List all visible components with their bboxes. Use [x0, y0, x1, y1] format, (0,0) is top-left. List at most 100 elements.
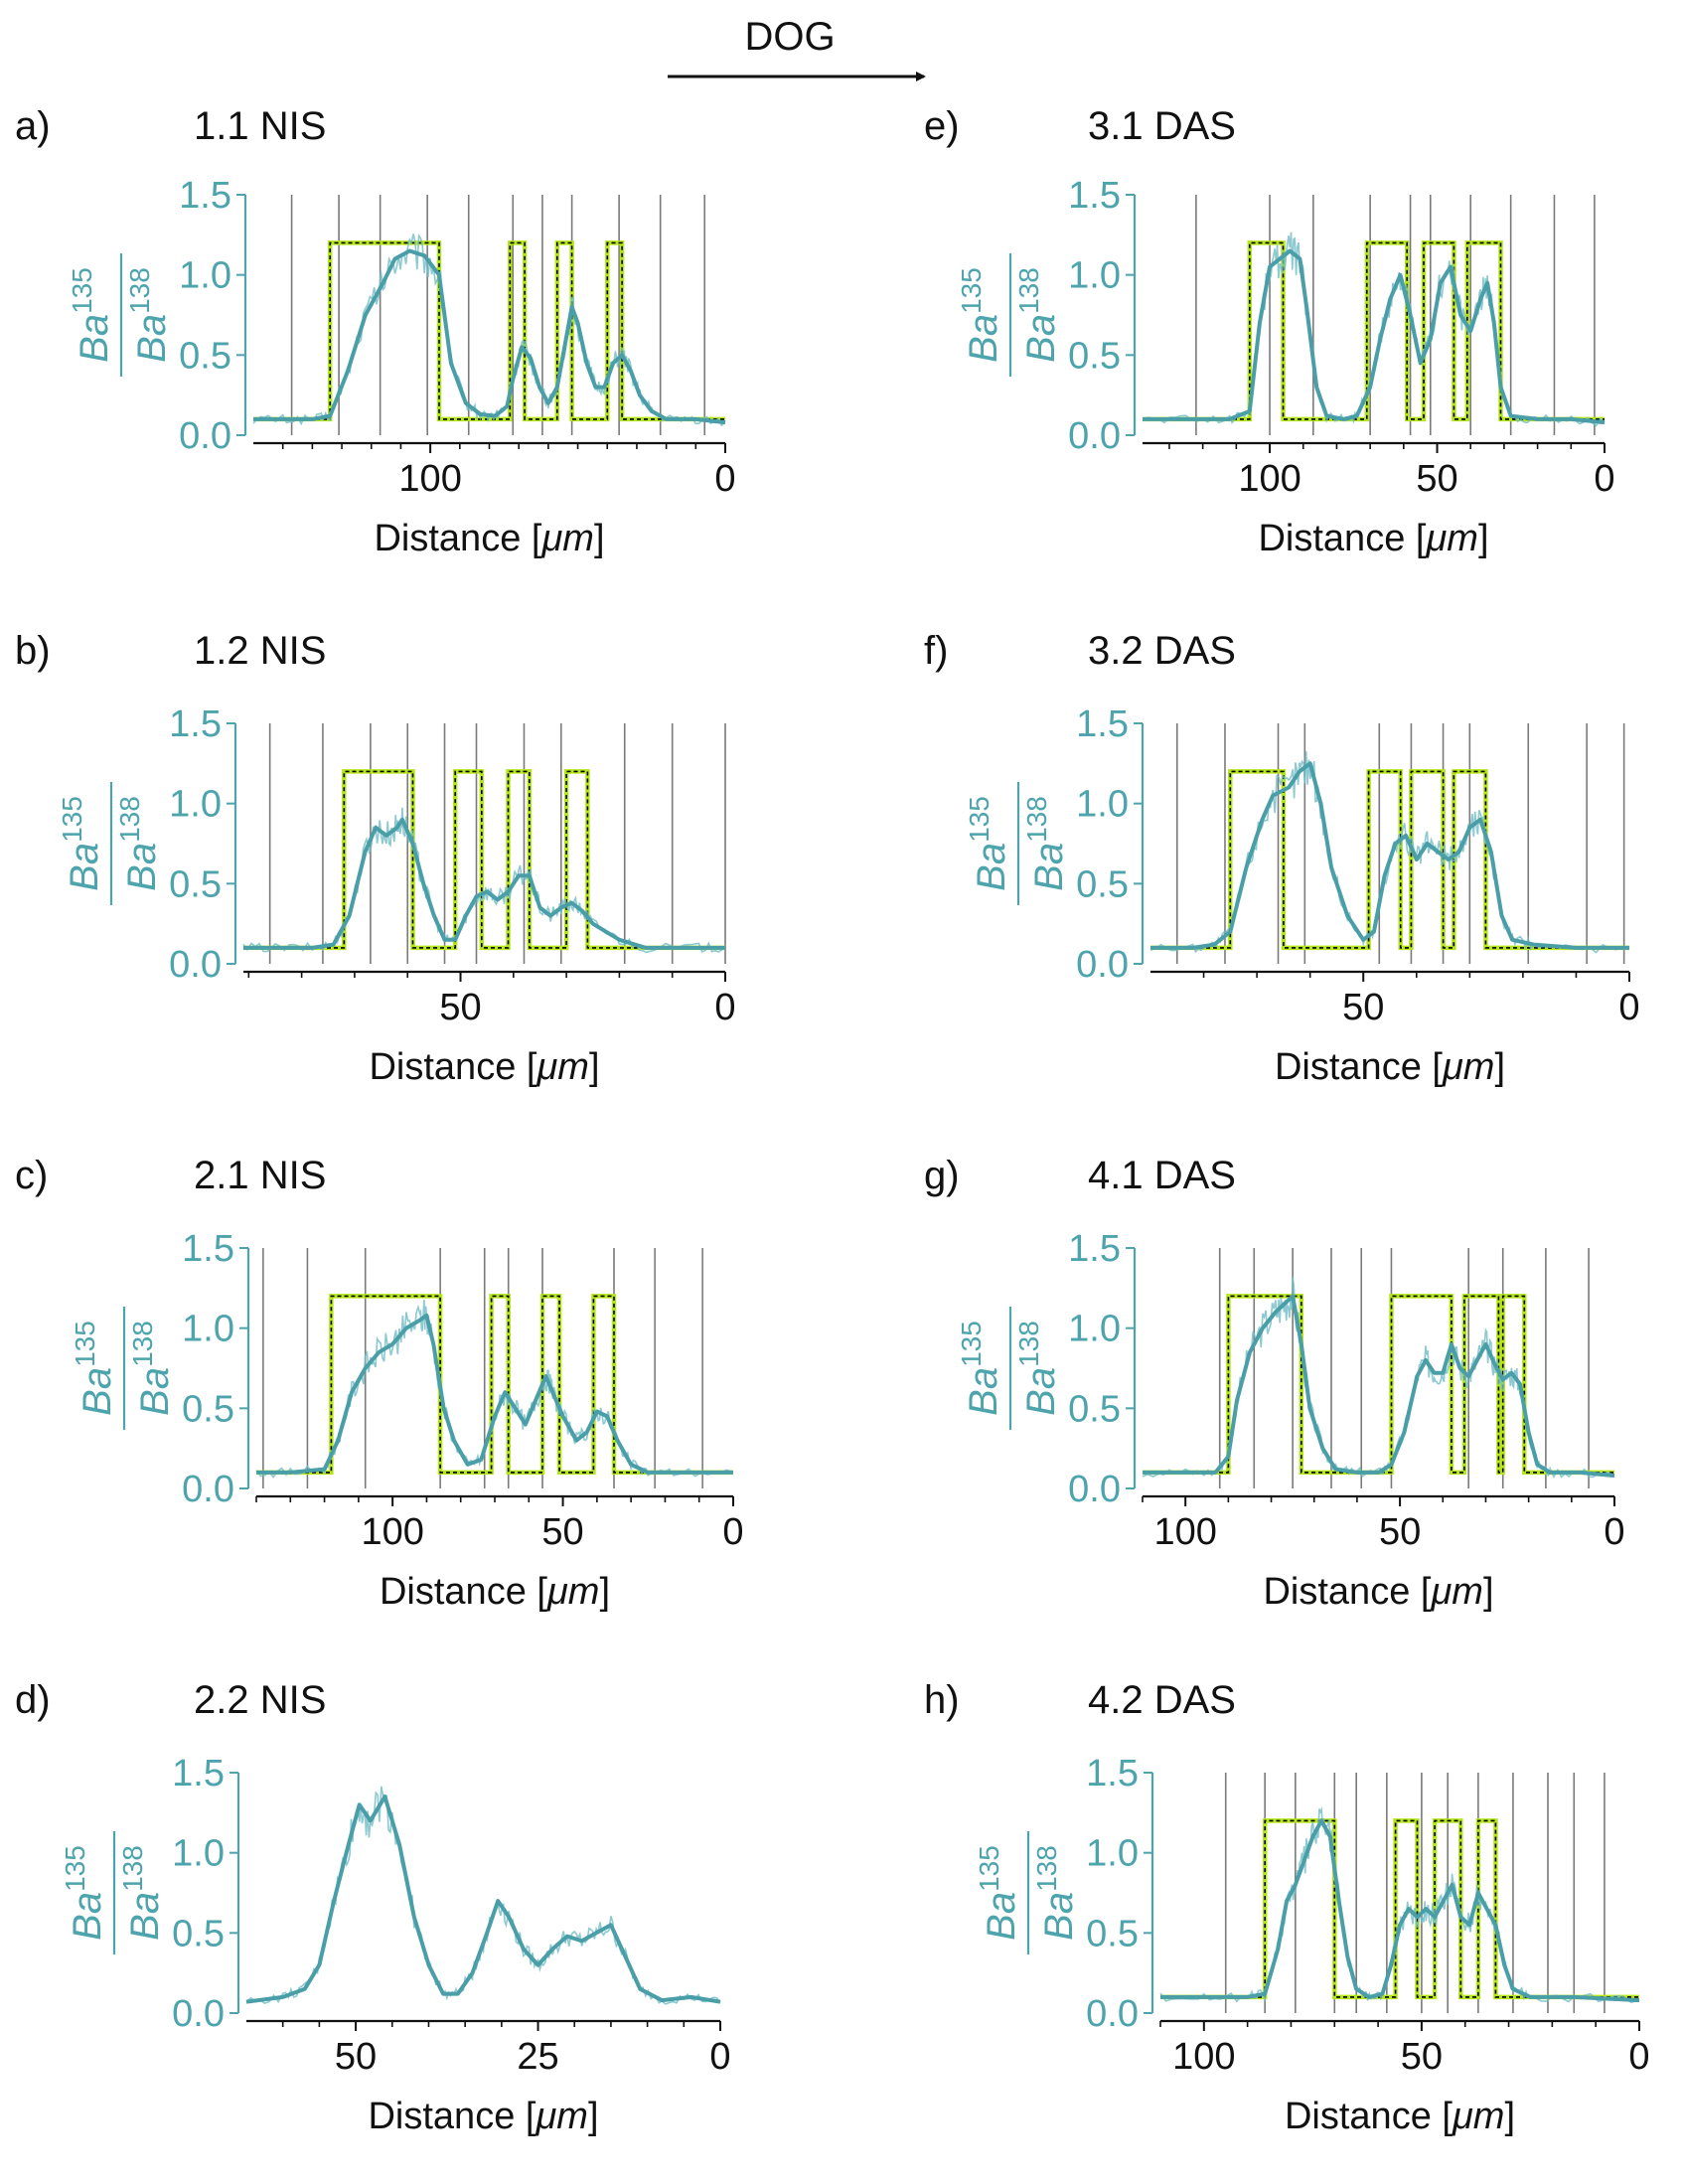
y-label-numerator-base: Ba	[970, 843, 1013, 891]
y-label-denominator: Ba138	[124, 267, 174, 363]
y-label-numerator: Ba135	[67, 267, 116, 363]
y-tick-label: 1.0	[169, 784, 222, 826]
x-tick-label: 0	[722, 1511, 743, 1553]
y-label-denominator-sup: 138	[117, 1845, 148, 1892]
y-label-denominator-base: Ba	[133, 1367, 177, 1416]
y-label-numerator-base: Ba	[66, 1892, 109, 1941]
model-step-outline	[1160, 1818, 1639, 2000]
x-axis-label: Distance [μm]	[368, 2096, 598, 2137]
y-label-numerator: Ba135	[70, 1321, 119, 1416]
y-tick-label: 1.0	[1076, 784, 1129, 826]
y-label-numerator-base: Ba	[962, 1367, 1005, 1416]
y-tick-label: 1.0	[1068, 1309, 1121, 1350]
model-step-outline	[1143, 240, 1605, 422]
y-tick-label: 1.0	[182, 1309, 234, 1350]
y-tick-label: 0.0	[1086, 1993, 1139, 2035]
panel-8: h) 4.2 DAS 0.0 0.5 1.0 1.5 100 50 0 Distance [μm]…	[924, 1678, 1650, 2137]
panel-letter: h)	[924, 1678, 960, 1722]
y-label-denominator-sup: 138	[1013, 1321, 1044, 1367]
model-step-dashes	[1143, 241, 1605, 420]
y-tick-label: 1.0	[172, 1833, 225, 1875]
signal-raw-line	[1142, 1277, 1615, 1479]
x-axis-label: Distance [μm]	[1263, 1571, 1493, 1613]
signal-raw-line	[1142, 232, 1606, 427]
y-label-denominator-base: Ba	[1037, 1892, 1081, 1941]
x-axis-label-text: Distance [	[380, 1571, 547, 1613]
panel-letter: g)	[924, 1154, 960, 1197]
y-label-denominator: Ba138	[1021, 796, 1071, 891]
model-step-outline	[256, 1294, 733, 1476]
y-label-denominator-base: Ba	[130, 314, 174, 363]
y-label-denominator-sup: 138	[1021, 796, 1052, 843]
y-tick-label: 0.5	[1086, 1913, 1139, 1954]
panel-letter: f)	[924, 629, 948, 673]
y-tick-label: 0.0	[169, 944, 222, 986]
y-label-numerator-base: Ba	[962, 314, 1005, 363]
panel-letter: b)	[15, 629, 51, 673]
signal-raw-line	[242, 807, 726, 954]
x-axis-label-text: Distance [	[1263, 1571, 1431, 1613]
x-tick-label: 0	[1604, 1511, 1624, 1553]
y-tick-label: 0.5	[179, 335, 231, 377]
panel-3: c) 2.1 NIS 0.0 0.5 1.0 1.5 100 50 0 Distance [μm]…	[15, 1154, 744, 1613]
y-tick-label: 1.5	[1076, 703, 1129, 745]
signal-raw-line	[252, 233, 726, 427]
y-label-denominator-sup: 138	[124, 267, 155, 314]
x-axis-label-unit: μm	[1430, 1571, 1482, 1613]
x-axis-label-unit: μm	[536, 1046, 588, 1088]
model-step-dashes	[1143, 1295, 1614, 1474]
x-axis-label-unit: μm	[1442, 1046, 1494, 1088]
y-tick-label: 0.0	[1068, 415, 1121, 457]
panel-title: 3.2 DAS	[1088, 629, 1236, 673]
y-label-numerator: Ba135	[956, 267, 1005, 363]
x-axis-label-unit: μm	[1425, 518, 1477, 559]
panel-title: 2.1 NIS	[194, 1154, 326, 1197]
model-step-outline	[253, 240, 725, 422]
y-tick-label: 0.0	[182, 1469, 234, 1510]
model-step-outline	[243, 769, 725, 951]
y-tick-label: 0.5	[169, 863, 222, 905]
signal-smoothed-line	[243, 817, 725, 950]
x-tick-label: 50	[1379, 1511, 1421, 1553]
signal-raw-line	[1159, 1806, 1640, 2004]
x-tick-label: 0	[1628, 2036, 1649, 2078]
y-label-numerator-sup: 135	[956, 1321, 987, 1367]
y-label-denominator-base: Ba	[1019, 1367, 1063, 1416]
y-tick-label: 1.5	[182, 1228, 234, 1270]
panel-letter: d)	[15, 1678, 51, 1722]
signal-smoothed-line	[256, 1313, 733, 1475]
y-label-denominator-base: Ba	[1019, 314, 1063, 363]
y-tick-label: 1.0	[1086, 1833, 1139, 1875]
x-tick-label: 50	[439, 987, 481, 1028]
model-step-outline	[1143, 1294, 1614, 1476]
y-tick-label: 0.5	[172, 1913, 225, 1954]
x-axis-label-end: ]	[1478, 518, 1489, 559]
y-label-denominator: Ba138	[127, 1321, 177, 1416]
signal-raw-line	[255, 1299, 734, 1479]
x-axis-label-text: Distance [	[1258, 518, 1426, 559]
x-axis-label: Distance [μm]	[1258, 518, 1488, 559]
panel-1: a) 1.1 NIS 0.0 0.5 1.0 1.5 100 0 Distance [μm] Ba…	[15, 104, 736, 559]
x-axis-label-unit: μm	[535, 2096, 587, 2137]
x-axis-label-text: Distance [	[1285, 2096, 1453, 2137]
y-tick-label: 0.5	[182, 1388, 234, 1430]
signal-smoothed-line	[1160, 1818, 1640, 2003]
y-label-numerator-sup: 135	[60, 1845, 90, 1892]
y-tick-label: 0.5	[1068, 335, 1121, 377]
y-label-numerator-sup: 135	[67, 267, 97, 314]
x-axis-label-text: Distance [	[374, 518, 541, 559]
panel-4: d) 2.2 NIS 0.0 0.5 1.0 1.5 50 25 0 Distance [μm] B…	[15, 1678, 731, 2137]
y-label-denominator-sup: 138	[114, 796, 145, 843]
signal-smoothed-line	[1143, 1294, 1615, 1479]
panel-letter: a)	[15, 104, 51, 148]
panel-7: g) 4.1 DAS 0.0 0.5 1.0 1.5 100 50 0 Distance [μm]…	[924, 1154, 1625, 1613]
y-label-denominator: Ba138	[1013, 267, 1063, 363]
y-tick-label: 1.0	[179, 255, 231, 297]
